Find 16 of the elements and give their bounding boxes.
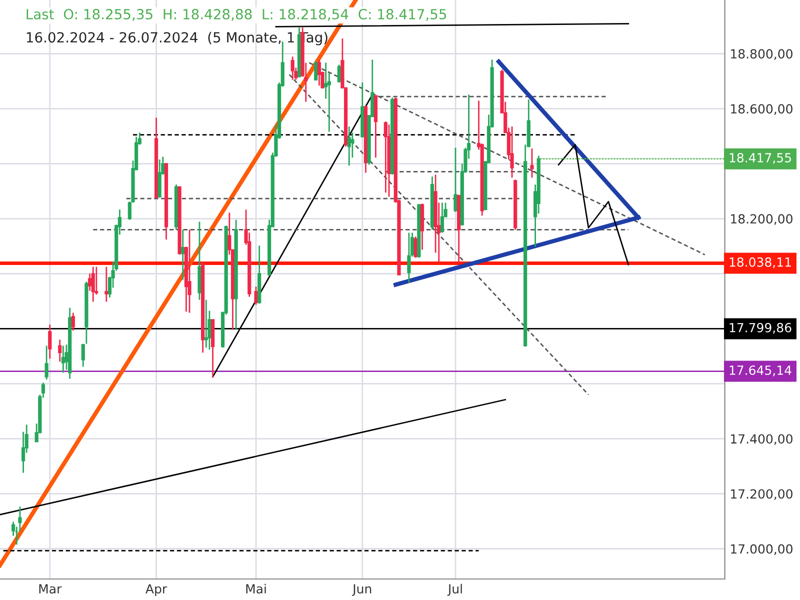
y-tick-label: 18.600,00 — [731, 104, 792, 115]
x-tick-label: Mar — [39, 584, 62, 594]
y-tick-label: 18.800,00 — [731, 49, 792, 60]
ref-line-label: 17.799,86 — [730, 322, 792, 334]
text: Last O: 18.255,35 H: 18.428,88 L: 18.218,54 C: 18.417,55 — [26, 8, 446, 21]
annotation: 18.417,55 — [730, 153, 791, 164]
y-tick-label: 17.200,00 — [731, 489, 792, 500]
x-tick-label: Apr — [146, 584, 168, 596]
x-tick-label: Jul — [447, 584, 462, 596]
y-tick-label: 17.000,00 — [731, 544, 792, 555]
x-tick-label: Jun — [352, 584, 372, 596]
x-tick-label: Mai — [246, 584, 266, 594]
ref-line-label: 17.645,14 — [730, 365, 792, 376]
ref-line-label: 18.038,11 — [730, 257, 791, 268]
y-tick-label: 18.200,00 — [731, 214, 792, 225]
y-tick-label: 17.400,00 — [731, 434, 792, 445]
